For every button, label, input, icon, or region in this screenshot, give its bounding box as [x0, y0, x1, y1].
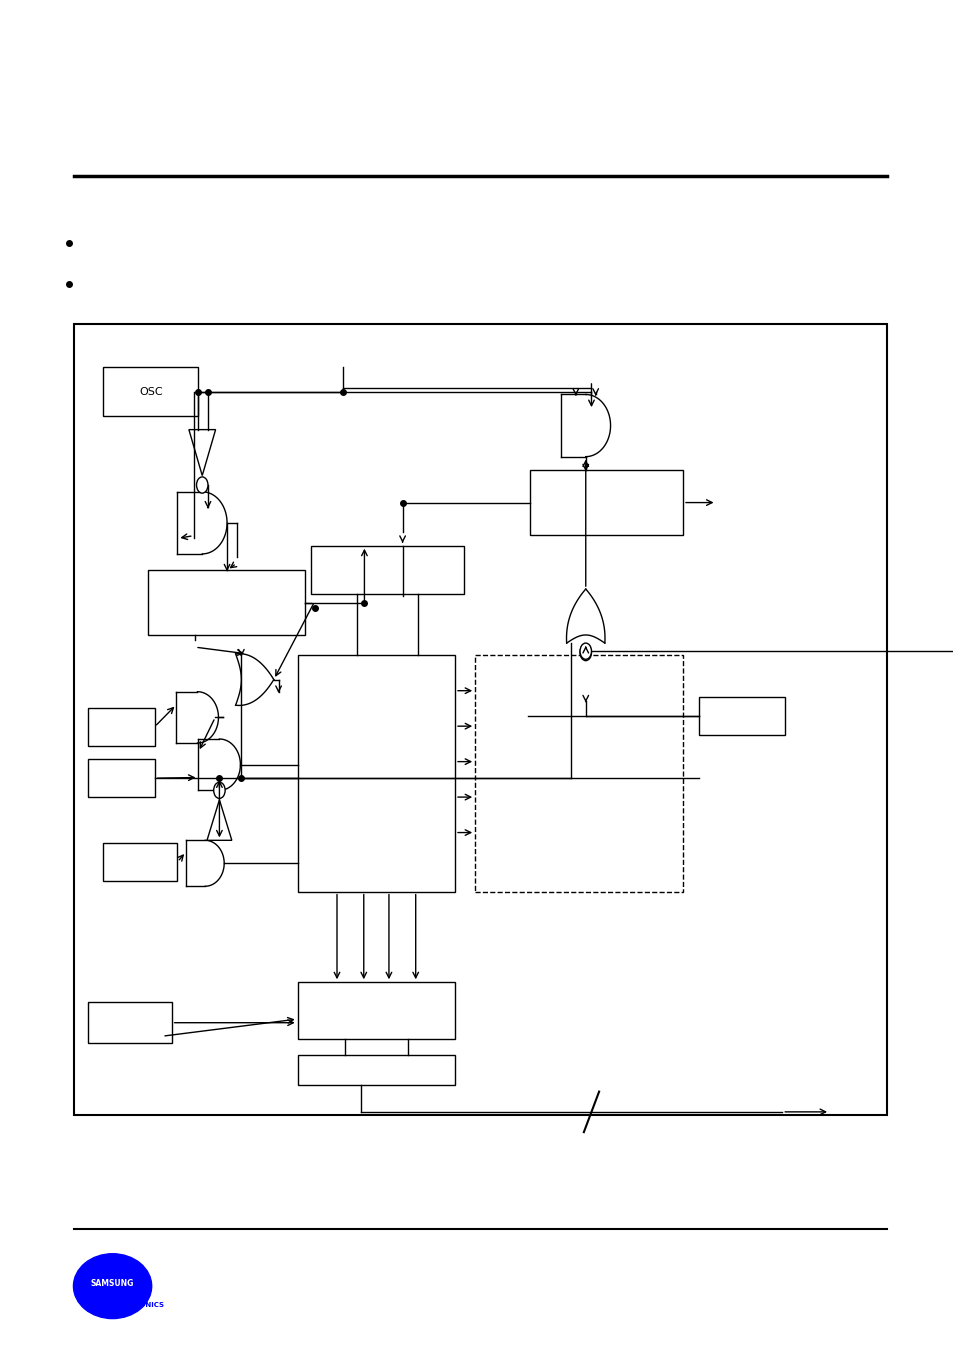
Bar	[74, 324, 886, 1115]
Circle shape	[196, 477, 208, 493]
Bar	[699, 697, 784, 735]
Text: ELECTRONICS: ELECTRONICS	[111, 1302, 164, 1308]
Bar	[148, 570, 305, 635]
Bar	[88, 1002, 172, 1043]
Polygon shape	[207, 800, 232, 840]
Text: OSC: OSC	[139, 386, 162, 397]
Circle shape	[579, 644, 591, 661]
Bar	[103, 367, 198, 416]
Bar	[88, 759, 154, 797]
Polygon shape	[573, 661, 598, 701]
Bar	[297, 982, 455, 1039]
Ellipse shape	[73, 1254, 152, 1319]
Text: SAMSUNG: SAMSUNG	[91, 1279, 134, 1288]
Bar	[530, 470, 682, 535]
Circle shape	[579, 643, 591, 659]
Circle shape	[213, 782, 225, 798]
Bar	[88, 708, 154, 746]
Polygon shape	[189, 430, 215, 476]
Bar	[103, 843, 177, 881]
Bar	[297, 655, 455, 892]
Bar	[475, 655, 682, 892]
Bar	[297, 1055, 455, 1085]
Bar	[311, 546, 463, 594]
